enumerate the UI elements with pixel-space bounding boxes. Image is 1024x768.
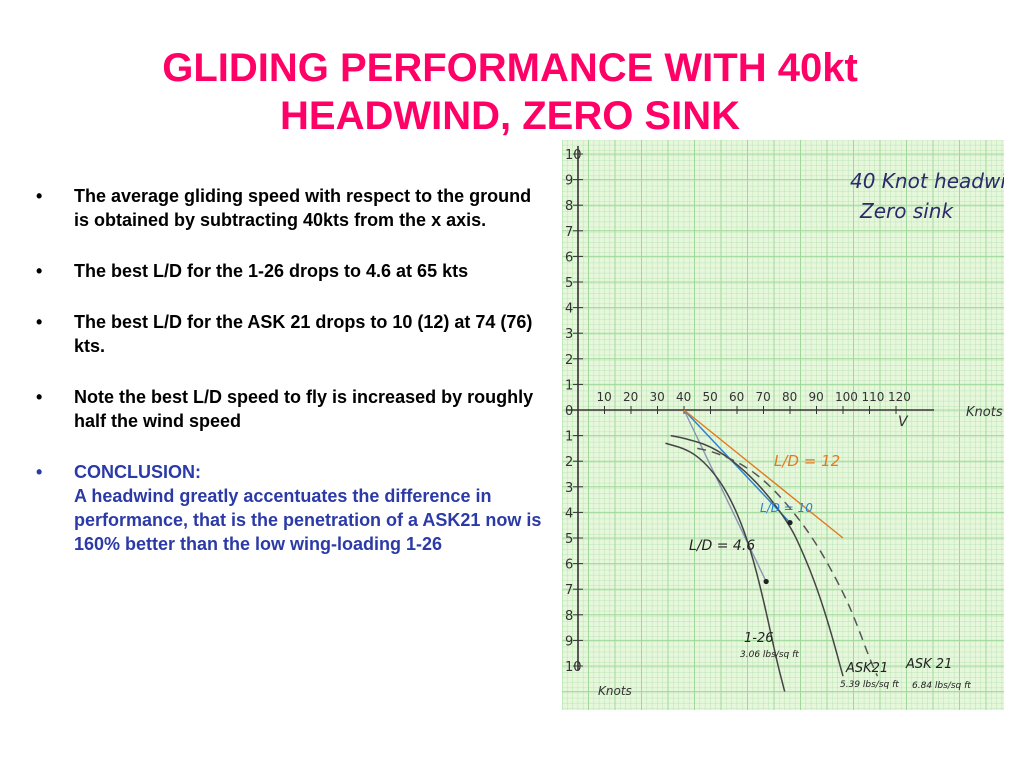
chart-labels: 40 Knot headwind Zero sink Knots V Knots L/D … <box>598 169 1004 698</box>
tangent-label: L/D = 12 <box>774 452 840 470</box>
y-tick-label: 6 <box>565 558 573 573</box>
conclusion-text: A headwind greatly accentuates the diffe… <box>74 486 542 554</box>
note-line-2: Zero sink <box>859 199 954 223</box>
series-sublabel: 3.06 lbs/sq ft <box>740 650 799 660</box>
y-tick-label: 10 <box>565 148 582 163</box>
y-tick-label: 3 <box>565 327 573 342</box>
graph-paper <box>562 140 1004 710</box>
y-tick-label: 5 <box>565 532 573 547</box>
bullet-item: • Note the best L/D speed to fly is incr… <box>36 385 544 433</box>
polar-chart: 10 9 8 7 6 5 4 3 2 1 0 1 2 3 4 5 6 7 8 9 10 10 20 30 40 50 60 70 80 9… <box>562 140 1004 710</box>
conclusion-item: • CONCLUSION: A headwind greatly accentu… <box>36 460 544 556</box>
y-tick-label: 2 <box>565 353 573 368</box>
title-line-1: GLIDING PERFORMANCE WITH 40kt <box>162 46 858 90</box>
bullet-text: The average gliding speed with respect t… <box>74 186 532 230</box>
tangent-point <box>763 578 769 585</box>
x-axis-letter: V <box>898 414 909 430</box>
bullet-dot: • <box>36 261 43 281</box>
bullet-dot: • <box>36 312 43 332</box>
polar-curves <box>665 434 879 692</box>
bullet-dot: • <box>36 186 43 206</box>
y-unit-label: Knots <box>598 684 632 698</box>
series-label: 1-26 <box>744 631 774 646</box>
polar-curve <box>670 434 844 677</box>
y-tick-label: 5 <box>565 276 573 291</box>
y-tick-label: 9 <box>565 634 573 649</box>
tangent-line <box>683 409 791 524</box>
tangent-point <box>787 520 793 526</box>
y-tick-label: 1 <box>565 430 573 445</box>
polar-curve <box>665 442 786 692</box>
tangent-line <box>683 409 844 539</box>
bullet-text: The best L/D for the ASK 21 drops to 10 … <box>74 312 533 356</box>
x-tick-label: 60 <box>729 390 744 404</box>
x-tick-label: 30 <box>650 390 665 404</box>
bullet-item: • The best L/D for the 1-26 drops to 4.6… <box>36 259 544 283</box>
conclusion-heading: CONCLUSION: <box>74 462 201 482</box>
bullet-dot: • <box>36 387 43 407</box>
y-tick-label: 3 <box>565 481 573 496</box>
y-tick-label: 0 <box>565 404 573 419</box>
series-sublabel: 6.84 lbs/sq ft <box>912 681 971 691</box>
y-tick-label: 6 <box>565 250 573 265</box>
x-tick-label: 100 <box>835 390 858 404</box>
x-tick-label: 10 <box>597 390 612 404</box>
y-tick-label: 7 <box>565 225 573 240</box>
series-sublabel: 5.39 lbs/sq ft <box>840 680 899 690</box>
x-tick-label: 20 <box>623 390 638 404</box>
polar-curve <box>697 447 879 677</box>
tangent-label: L/D = 10 <box>760 501 813 515</box>
tangent-lines <box>683 409 844 582</box>
x-tick-label: 40 <box>676 390 691 404</box>
y-tick-label: 7 <box>565 583 573 598</box>
tangent-label: L/D = 4.6 <box>689 538 755 554</box>
y-tick-label: 4 <box>565 506 573 521</box>
y-tick-label: 8 <box>565 609 573 624</box>
bullet-dot: • <box>36 462 43 482</box>
series-label: ASK21 <box>845 661 888 676</box>
slide-title: GLIDING PERFORMANCE WITH 40kt HEADWIND, … <box>60 44 960 140</box>
y-tick-label: 4 <box>565 302 573 317</box>
bullet-item: • The best L/D for the ASK 21 drops to 1… <box>36 310 544 358</box>
bullet-text: Note the best L/D speed to fly is increa… <box>74 387 534 431</box>
x-tick-label: 70 <box>756 390 771 404</box>
title-line-2: HEADWIND, ZERO SINK <box>280 94 740 138</box>
axes <box>566 146 934 670</box>
y-tick-label: 10 <box>565 660 582 675</box>
y-tick-label: 1 <box>565 378 573 393</box>
x-tick-label: 110 <box>862 390 885 404</box>
x-tick-label: 120 <box>888 390 911 404</box>
series-label: ASK 21 <box>905 657 952 672</box>
x-unit-label: Knots <box>966 405 1003 420</box>
x-tick-label: 90 <box>809 390 824 404</box>
y-tick-label: 8 <box>565 199 573 214</box>
y-tick-label: 2 <box>565 455 573 470</box>
y-tick-label: 9 <box>565 174 573 189</box>
x-tick-label: 80 <box>782 390 797 404</box>
tangent-line <box>683 409 767 582</box>
bullet-text: The best L/D for the 1-26 drops to 4.6 a… <box>74 261 469 281</box>
bullet-item: • The average gliding speed with respect… <box>36 184 544 232</box>
x-tick-label: 50 <box>703 390 718 404</box>
note-line-1: 40 Knot headwind <box>850 169 1004 193</box>
bullet-list: • The average gliding speed with respect… <box>36 184 544 583</box>
